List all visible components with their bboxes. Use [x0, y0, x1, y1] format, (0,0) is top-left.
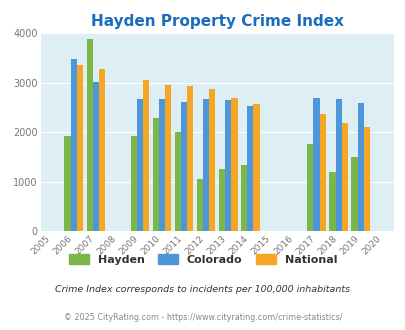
Bar [165, 85, 171, 231]
Bar [218, 169, 225, 231]
Bar [187, 86, 193, 231]
Bar [357, 103, 363, 231]
Bar [130, 136, 136, 231]
Bar [231, 98, 237, 231]
Bar [77, 65, 83, 231]
Bar [196, 179, 202, 231]
Bar [202, 99, 209, 231]
Bar [351, 157, 357, 231]
Bar [136, 99, 143, 231]
Bar [158, 99, 165, 231]
Bar [143, 80, 149, 231]
Legend: Hayden, Colorado, National: Hayden, Colorado, National [64, 250, 341, 269]
Bar [86, 39, 92, 231]
Text: © 2025 CityRating.com - https://www.cityrating.com/crime-statistics/: © 2025 CityRating.com - https://www.city… [64, 313, 341, 322]
Bar [307, 145, 313, 231]
Bar [335, 99, 341, 231]
Bar [341, 123, 347, 231]
Bar [313, 98, 319, 231]
Bar [181, 102, 187, 231]
Bar [175, 132, 181, 231]
Bar [99, 69, 105, 231]
Text: Crime Index corresponds to incidents per 100,000 inhabitants: Crime Index corresponds to incidents per… [55, 285, 350, 294]
Bar [225, 100, 231, 231]
Bar [241, 165, 247, 231]
Bar [64, 136, 70, 231]
Bar [328, 172, 335, 231]
Bar [363, 127, 369, 231]
Bar [70, 59, 77, 231]
Bar [92, 82, 99, 231]
Bar [152, 118, 158, 231]
Bar [319, 114, 325, 231]
Bar [209, 89, 215, 231]
Title: Hayden Property Crime Index: Hayden Property Crime Index [90, 14, 343, 29]
Bar [247, 106, 253, 231]
Bar [253, 104, 259, 231]
